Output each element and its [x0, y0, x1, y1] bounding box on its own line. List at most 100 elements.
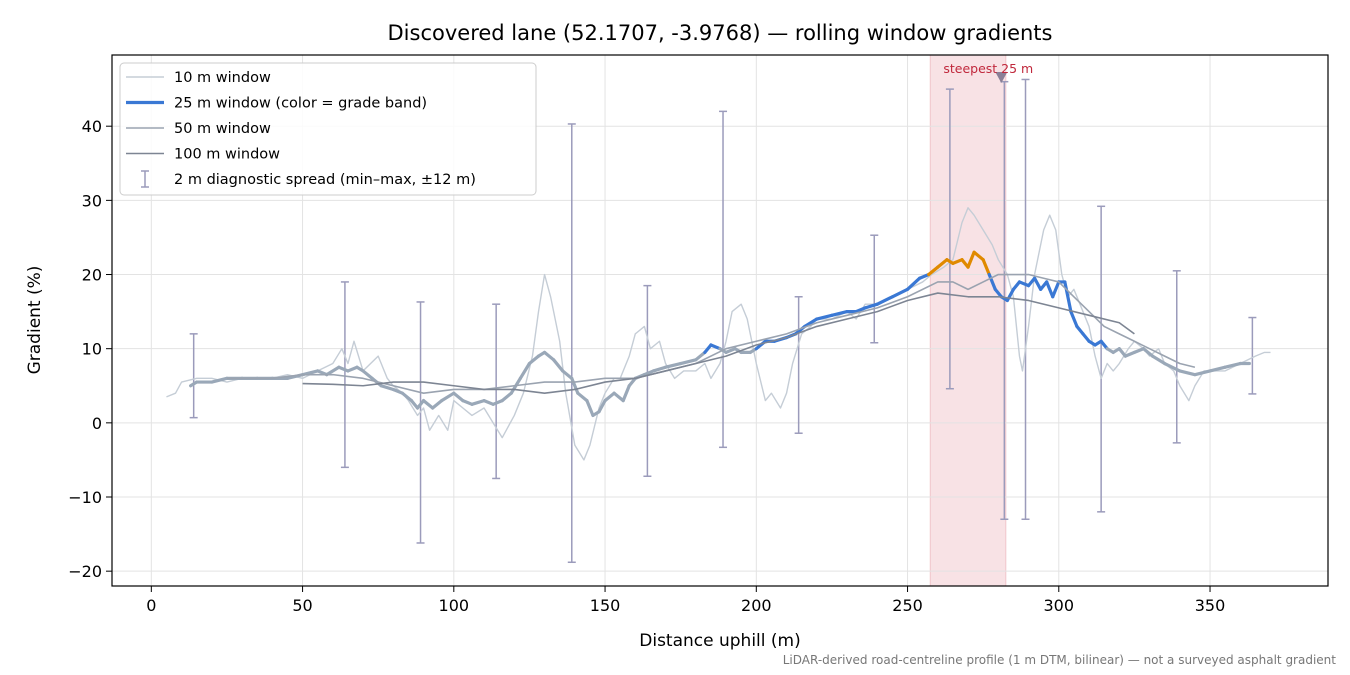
- error-bar: [340, 281, 349, 469]
- line-segment: [482, 398, 495, 406]
- line-segment: [830, 310, 849, 317]
- line-segment: [542, 350, 556, 362]
- series-line: [302, 292, 1135, 394]
- footnote: LiDAR-derived road-centreline profile (1…: [783, 653, 1337, 667]
- line-segment: [603, 391, 616, 403]
- line-segment: [461, 398, 474, 406]
- line-segment: [1051, 280, 1061, 299]
- line-segment: [421, 398, 435, 410]
- plot-frame: [111, 54, 1329, 587]
- line-segment: [621, 384, 631, 403]
- y-tick-label: 10: [82, 340, 102, 359]
- line-segment: [951, 258, 964, 265]
- line-segment: [1063, 280, 1073, 314]
- line-segment: [1193, 369, 1212, 377]
- line-segment: [863, 302, 879, 310]
- error-bar: [416, 301, 425, 544]
- x-tick-label: 50: [292, 596, 312, 615]
- line-segment: [679, 358, 698, 366]
- line-segment: [663, 361, 683, 369]
- line-segment: [966, 250, 976, 269]
- line-segment: [1223, 361, 1242, 369]
- line-segment: [890, 287, 910, 299]
- line-segment: [570, 376, 580, 395]
- plot-area: [112, 55, 1328, 586]
- line-segment: [552, 358, 565, 373]
- line-segment: [927, 265, 940, 277]
- error-bar: [870, 234, 879, 344]
- line-segment: [1032, 276, 1043, 291]
- line-segment: [1045, 280, 1055, 299]
- error-bar: [794, 296, 803, 434]
- x-tick-label: 150: [590, 596, 621, 615]
- line-segment: [709, 343, 722, 351]
- line-segment: [803, 317, 819, 329]
- error-bar: [1172, 270, 1181, 444]
- line-segment: [325, 365, 341, 377]
- line-segment: [561, 369, 574, 380]
- line-segment: [1141, 347, 1155, 358]
- error-bar: [492, 303, 501, 480]
- y-tick-label: −10: [68, 488, 102, 507]
- line-segment: [210, 376, 229, 384]
- error-bar: [643, 284, 652, 477]
- legend-label: 50 m window: [174, 121, 271, 137]
- error-bar: [189, 333, 198, 419]
- line-segment: [905, 276, 922, 291]
- line-segment: [518, 361, 532, 380]
- line-segment: [491, 398, 504, 406]
- line-segment: [972, 250, 985, 262]
- line-segment: [400, 391, 414, 403]
- line-segment: [694, 350, 707, 362]
- line-segment: [440, 391, 456, 403]
- steepest-span: [929, 55, 1007, 586]
- legend-box: [119, 62, 537, 196]
- line-segment: [379, 384, 395, 392]
- line-segment: [597, 398, 607, 414]
- error-bar: [567, 123, 576, 564]
- line-segment: [651, 365, 668, 373]
- line-segment: [936, 258, 949, 269]
- line-segment: [875, 295, 895, 306]
- line-segment: [527, 354, 541, 366]
- line-segment: [1208, 365, 1227, 373]
- error-bar: [1097, 205, 1106, 513]
- line-segment: [981, 258, 991, 277]
- line-segment: [452, 391, 465, 403]
- line-segment: [576, 391, 589, 403]
- legend: 10 m window 25 m window (color = grade ba…: [119, 62, 537, 196]
- line-segment: [1150, 354, 1167, 366]
- legend-label: 100 m window: [174, 147, 280, 163]
- line-segment: [470, 398, 486, 406]
- line-segment: [1017, 280, 1031, 288]
- line-segment: [585, 398, 595, 418]
- steepest-marker: [995, 71, 1008, 83]
- annotation: steepest 25 m: [943, 61, 1033, 76]
- y-tick-label: 0: [92, 414, 102, 433]
- line-segment: [854, 306, 867, 314]
- line-segment: [987, 272, 997, 291]
- line-segment: [391, 387, 404, 395]
- line-segment: [500, 391, 513, 403]
- line-segment: [642, 369, 656, 377]
- legend-label: 25 m window (color = grade band): [174, 96, 427, 112]
- y-tick-label: −20: [68, 562, 102, 581]
- error-bar: [945, 88, 954, 390]
- line-segment: [918, 272, 931, 280]
- x-tick-label: 350: [1195, 596, 1226, 615]
- x-tick-label: 300: [1044, 596, 1075, 615]
- error-bar: [1248, 316, 1257, 395]
- legend-label: 10 m window: [174, 70, 271, 86]
- line-segment: [346, 365, 359, 373]
- chart-title: Discovered lane (52.1707, -3.9768) — rol…: [388, 21, 1053, 45]
- x-tick-label: 250: [892, 596, 923, 615]
- x-tick-label: 0: [146, 596, 156, 615]
- x-tick-label: 200: [741, 596, 772, 615]
- line-segment: [1178, 369, 1197, 377]
- series-line: [166, 207, 1271, 461]
- line-segment: [815, 313, 834, 321]
- line-segment: [431, 398, 444, 410]
- y-tick-label: 30: [82, 191, 102, 210]
- line-segment: [724, 347, 737, 354]
